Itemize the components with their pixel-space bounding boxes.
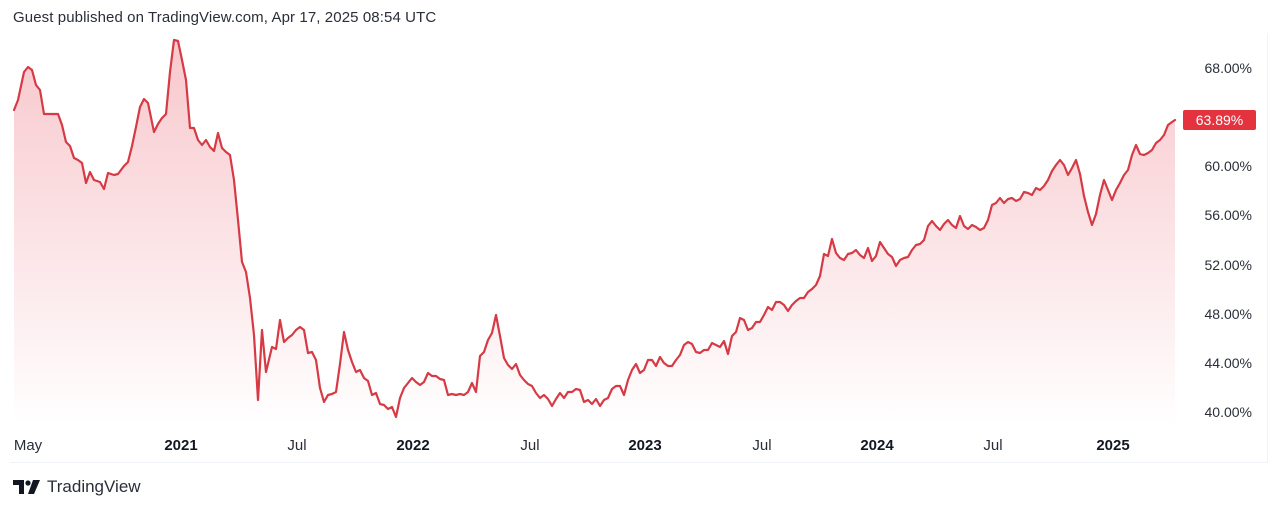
y-axis-label: 56.00% — [1204, 207, 1252, 224]
y-axis-label: 48.00% — [1204, 305, 1252, 322]
y-axis-label: 60.00% — [1204, 158, 1252, 175]
y-axis-label: 44.00% — [1204, 354, 1252, 371]
y-axis-label: 40.00% — [1204, 404, 1252, 420]
x-axis-label: 2022 — [396, 437, 430, 454]
brand-label: TradingView — [47, 477, 141, 496]
price-line — [12, 38, 1177, 419]
publish-header: Guest published on TradingView.com, Apr … — [13, 9, 437, 26]
x-axis-label: 2023 — [628, 437, 662, 454]
x-axis-label: Jul — [752, 437, 772, 454]
x-axis-label: Jul — [287, 437, 307, 454]
x-axis-label: Jul — [520, 437, 540, 454]
x-axis-label: 2024 — [860, 437, 894, 454]
x-axis-label: 2021 — [164, 437, 198, 454]
x-axis-label: 2025 — [1096, 437, 1130, 454]
y-axis-label: 52.00% — [1204, 256, 1252, 273]
y-axis-label: 68.00% — [1204, 60, 1252, 76]
area-fill — [14, 40, 1175, 425]
x-axis-label: May — [13, 437, 43, 454]
footer-brand[interactable]: TradingView — [13, 477, 141, 497]
tradingview-logo-icon — [13, 480, 40, 494]
x-axis-label: Jul — [983, 437, 1003, 454]
last-price-badge: 63.89% — [1183, 110, 1256, 130]
